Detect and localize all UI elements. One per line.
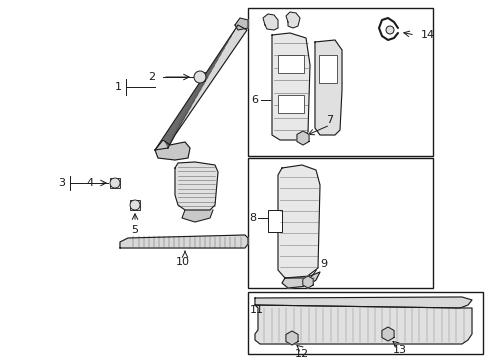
Text: 8: 8 <box>249 213 256 223</box>
Polygon shape <box>278 165 319 278</box>
Circle shape <box>385 26 393 34</box>
Polygon shape <box>120 235 247 248</box>
Polygon shape <box>302 276 312 288</box>
Polygon shape <box>314 40 341 135</box>
Bar <box>247 158 432 288</box>
Polygon shape <box>182 210 213 222</box>
Polygon shape <box>254 297 471 308</box>
Polygon shape <box>296 131 308 145</box>
Polygon shape <box>381 327 393 341</box>
Bar <box>278 95 304 113</box>
Polygon shape <box>378 18 397 40</box>
Text: 7: 7 <box>326 115 333 125</box>
Polygon shape <box>155 140 190 160</box>
Text: 12: 12 <box>294 349 308 359</box>
Polygon shape <box>235 18 247 30</box>
Bar <box>130 200 140 210</box>
Polygon shape <box>271 33 309 140</box>
Bar <box>247 8 432 156</box>
Circle shape <box>110 178 120 188</box>
Text: 5: 5 <box>131 225 138 235</box>
Text: 11: 11 <box>249 305 264 315</box>
Text: 6: 6 <box>251 95 258 105</box>
Circle shape <box>194 71 205 83</box>
Polygon shape <box>263 14 278 30</box>
Bar <box>196 72 204 81</box>
Bar <box>110 178 120 188</box>
Text: 9: 9 <box>320 259 327 269</box>
Text: 13: 13 <box>392 345 406 355</box>
Polygon shape <box>254 305 471 344</box>
Text: 14: 14 <box>420 30 434 40</box>
Text: 4: 4 <box>86 178 93 188</box>
Bar <box>267 210 282 232</box>
Polygon shape <box>155 25 246 150</box>
Bar <box>247 292 482 354</box>
Text: 2: 2 <box>148 72 155 82</box>
Polygon shape <box>285 12 299 28</box>
Polygon shape <box>175 162 218 210</box>
Bar <box>318 55 336 83</box>
Bar <box>278 55 304 73</box>
Text: 3: 3 <box>59 178 65 188</box>
Text: 10: 10 <box>176 257 190 267</box>
Circle shape <box>130 200 140 210</box>
Polygon shape <box>282 272 319 288</box>
Polygon shape <box>285 331 298 345</box>
Text: 1: 1 <box>114 82 121 92</box>
